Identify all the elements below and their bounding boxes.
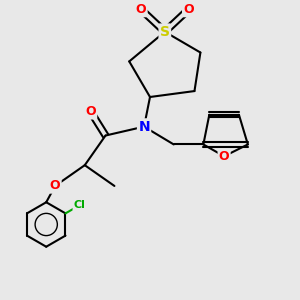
Text: Cl: Cl [74,200,85,210]
Text: O: O [50,179,60,192]
Text: O: O [136,3,146,16]
Text: O: O [85,105,96,118]
Text: N: N [138,120,150,134]
Text: O: O [183,3,194,16]
Text: S: S [160,25,170,39]
Text: O: O [219,150,230,163]
